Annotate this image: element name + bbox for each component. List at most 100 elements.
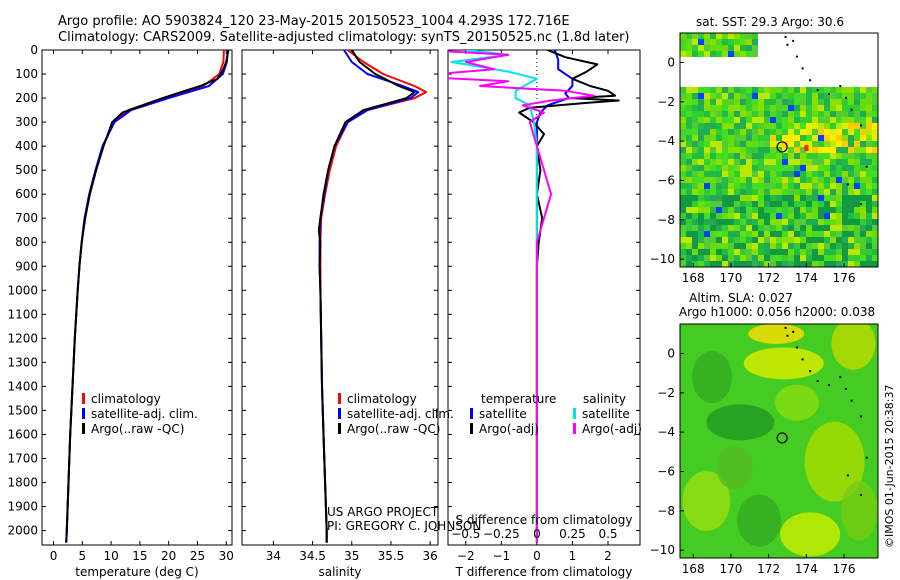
sst-map-cell — [710, 171, 716, 177]
sst-map-cell — [740, 195, 746, 201]
sst-map-cell — [758, 147, 764, 153]
sst-map-cell — [872, 225, 878, 231]
sst-map-cell — [686, 189, 692, 195]
sst-map-cell — [800, 111, 806, 117]
sst-map-cell — [788, 249, 794, 255]
sst-map-cell — [722, 117, 728, 123]
depth-tick-label: 900 — [15, 259, 38, 273]
sst-map-cell — [872, 135, 878, 141]
sst-map-cell — [716, 201, 722, 207]
sst-map-cell — [794, 171, 800, 177]
sst-map-cell — [728, 171, 734, 177]
sst-map-cell — [872, 237, 878, 243]
sst-map-cell — [746, 243, 752, 249]
sst-map-cell — [680, 111, 686, 117]
sst-map-cell — [800, 123, 806, 129]
sst-map-cell — [722, 249, 728, 255]
sst-map-island — [784, 35, 787, 38]
sst-map-cell — [728, 153, 734, 159]
sst-map-cell — [806, 249, 812, 255]
sst-map-cell — [812, 255, 818, 261]
sst-map-cell — [746, 189, 752, 195]
sst-map-cell — [824, 99, 830, 105]
sst-map-cell — [752, 45, 758, 51]
sst-map-cell — [794, 219, 800, 225]
sst-map-cell — [764, 105, 770, 111]
sst-map-cell — [818, 255, 824, 261]
sal-xlabel: salinity — [318, 565, 361, 579]
depth-tick-label: 1100 — [7, 307, 38, 321]
sst-map-cell — [830, 147, 836, 153]
sst-map-cell — [680, 105, 686, 111]
sla-map-ytick-label: 0 — [667, 346, 675, 360]
temp-legend-0-label: climatology — [91, 392, 161, 406]
sst-map-cell — [788, 153, 794, 159]
sst-map-island — [846, 183, 849, 186]
sst-map-cell — [872, 129, 878, 135]
sst-map-cell — [776, 225, 782, 231]
sst-map-cell — [752, 153, 758, 159]
sst-map-cell — [680, 207, 686, 213]
sst-map-cell — [818, 219, 824, 225]
sst-map-cell — [812, 99, 818, 105]
sst-map-cell — [758, 225, 764, 231]
sst-map-cell — [746, 207, 752, 213]
sst-map-cell — [788, 195, 794, 201]
sst-map-cell — [692, 99, 698, 105]
sst-map-cell — [812, 177, 818, 183]
sst-map-cell — [854, 219, 860, 225]
sst-map-cell — [704, 213, 710, 219]
depth-tick-label: 1900 — [7, 500, 38, 514]
sst-map-cell — [698, 51, 704, 57]
sst-map-cell — [806, 207, 812, 213]
sst-map-cell — [692, 237, 698, 243]
sst-map-cell — [872, 105, 878, 111]
sst-map-cell — [872, 141, 878, 147]
diff-legend-t-sat-swatch — [470, 408, 473, 419]
sst-map-cell — [788, 99, 794, 105]
sst-map-cell — [716, 135, 722, 141]
sst-map-cell — [794, 261, 800, 267]
sst-map-cell — [716, 111, 722, 117]
sst-map-cell — [758, 201, 764, 207]
sst-map-cell — [692, 141, 698, 147]
sst-map-cell — [734, 231, 740, 237]
sst-map-cell — [746, 219, 752, 225]
sst-map-cell — [758, 231, 764, 237]
sst-map-cell — [818, 189, 824, 195]
sst-map-cell — [728, 45, 734, 51]
sst-map-cell — [818, 183, 824, 189]
sst-map-cell — [794, 225, 800, 231]
sst-map-cell — [722, 33, 728, 39]
sst-map-cell — [704, 183, 710, 189]
sla-map-xtick-label: 170 — [719, 562, 742, 576]
sst-map-island — [860, 203, 863, 206]
sal-legend-2-swatch — [338, 423, 341, 434]
sst-map-cell — [728, 177, 734, 183]
sst-map-cell — [824, 201, 830, 207]
sst-map-cell — [692, 33, 698, 39]
sst-map-cell — [722, 123, 728, 129]
sst-map-cell — [842, 249, 848, 255]
sst-map-cell — [782, 117, 788, 123]
sst-map-cell — [704, 129, 710, 135]
sst-map-island — [809, 79, 812, 82]
sst-map-cell — [686, 231, 692, 237]
sst-map-cell — [686, 99, 692, 105]
sst-map-cell — [836, 147, 842, 153]
sst-map-cell — [812, 165, 818, 171]
sla-map-island — [816, 380, 819, 383]
sst-map-cell — [812, 225, 818, 231]
sst-map-cell — [686, 243, 692, 249]
sst-map-cell — [842, 159, 848, 165]
sst-map-cell — [704, 207, 710, 213]
sst-map-cell — [782, 135, 788, 141]
sst-map-cell — [692, 117, 698, 123]
sst-map-cell — [788, 255, 794, 261]
sst-map-cell — [860, 93, 866, 99]
sst-map-cell — [866, 87, 872, 93]
temp-legend-1-label: satellite-adj. clim. — [91, 407, 198, 421]
sst-map-cell — [806, 165, 812, 171]
sst-map-cell — [752, 171, 758, 177]
sst-map-cell — [824, 111, 830, 117]
